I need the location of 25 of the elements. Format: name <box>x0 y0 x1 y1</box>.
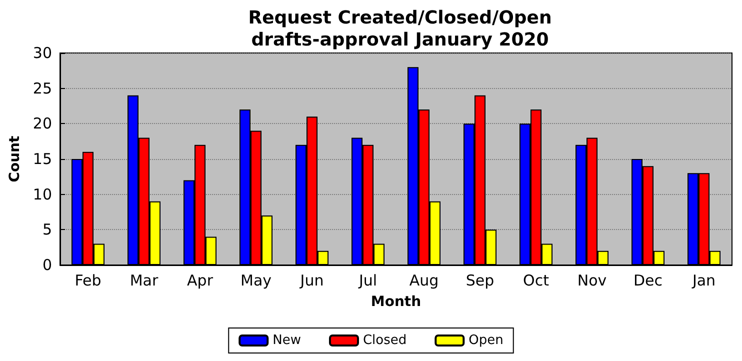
y-tick-label: 25 <box>32 79 52 98</box>
x-tick-label: Jul <box>358 272 378 290</box>
x-tick-label: Sep <box>466 272 494 290</box>
x-tick-label: Feb <box>74 272 102 290</box>
y-tick-label: 15 <box>32 150 52 168</box>
x-tick-label: Apr <box>187 272 214 290</box>
x-axis-title: Month <box>370 294 422 310</box>
x-tick-label: Dec <box>633 272 663 290</box>
y-tick-label: 30 <box>32 44 52 62</box>
y-tick-label: 10 <box>32 185 52 204</box>
legend-label: New <box>272 333 302 348</box>
y-axis-title: Count <box>7 135 23 182</box>
y-tick-label: 20 <box>32 114 52 133</box>
y-tick-label: 5 <box>42 220 52 239</box>
chart-title: Request Created/Closed/Open drafts-approval January 2020 <box>248 8 552 50</box>
x-tick-label: Oct <box>523 272 550 290</box>
x-tick-label: May <box>240 272 272 290</box>
x-tick-label: Aug <box>409 272 439 290</box>
x-tick-label: Jan <box>691 272 716 290</box>
legend-label: Open <box>468 333 504 348</box>
legend-label: Closed <box>362 333 407 348</box>
y-tick-label: 0 <box>42 256 52 274</box>
x-tick-label: Nov <box>577 272 607 290</box>
x-tick-label: Jun <box>299 272 324 290</box>
x-tick-label: Mar <box>130 272 159 290</box>
